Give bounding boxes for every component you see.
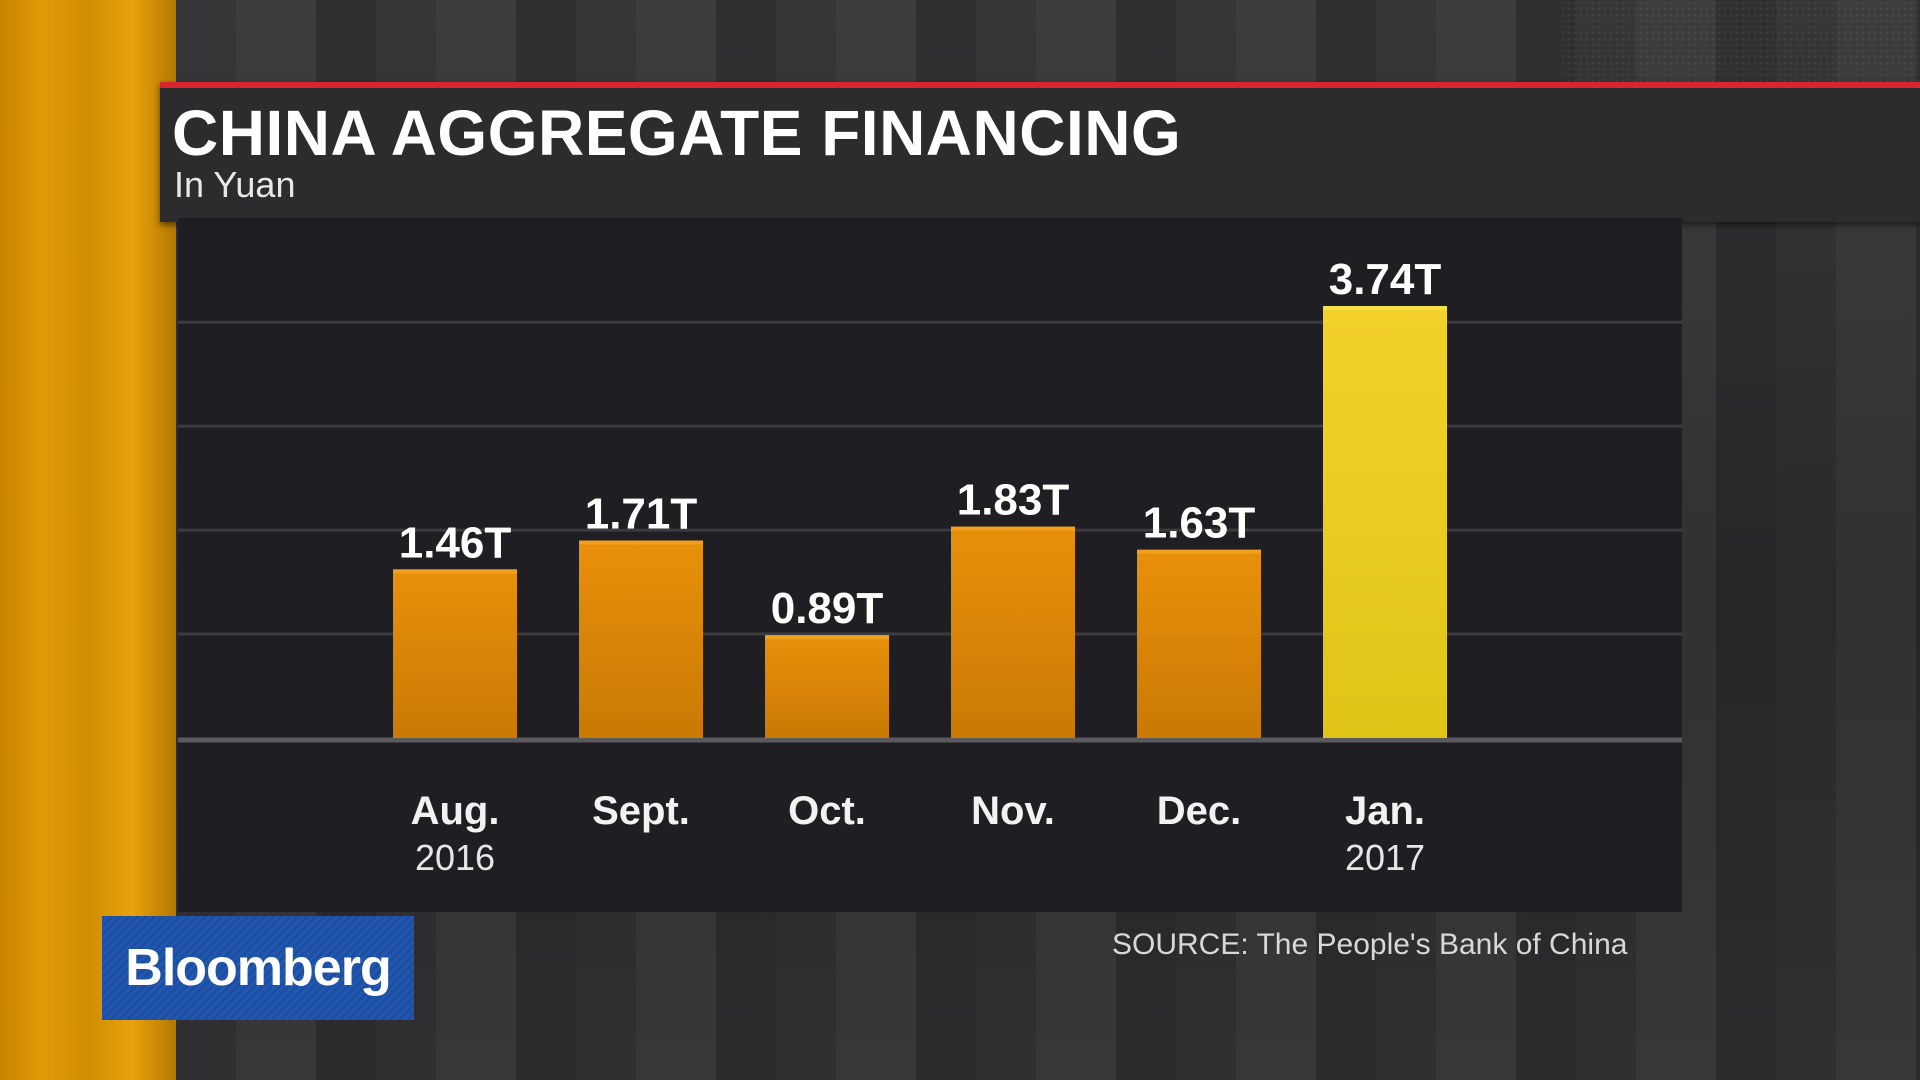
x-tick-year-label: 2016 [415, 837, 495, 878]
bar-top-edge [951, 526, 1075, 531]
chart-title: CHINA AGGREGATE FINANCING [172, 97, 1182, 169]
x-tick-label: Jan. [1345, 789, 1425, 833]
data-label: 0.89T [771, 584, 884, 633]
bar-top-edge [765, 635, 889, 640]
x-tick-label: Aug. [411, 789, 500, 833]
logo-text: Bloomberg [125, 939, 391, 997]
bar-top-edge [1323, 306, 1447, 311]
x-tick-label: Oct. [788, 789, 866, 833]
bar-dec [1137, 549, 1261, 738]
bar-aug [393, 569, 517, 738]
title-banner [160, 82, 1920, 222]
data-label: 1.71T [585, 489, 698, 538]
data-label: 1.46T [399, 518, 512, 567]
orange-side-band [0, 0, 176, 1080]
bloomberg-logo: Bloomberg [102, 916, 414, 1020]
x-tick-label: Dec. [1157, 789, 1242, 833]
bar-oct [765, 635, 889, 738]
x-tick-label: Sept. [592, 789, 690, 833]
data-label: 1.63T [1143, 499, 1256, 548]
bar-chart: 1.46T Aug.2016 1.71T Sept. 0.89T Oct. 1.83T Nov… [178, 255, 1682, 878]
source-note: SOURCE: The People's Bank of China [1112, 928, 1628, 961]
data-label: 1.83T [957, 476, 1070, 525]
x-tick-label: Nov. [971, 789, 1055, 833]
bar-top-edge [1137, 549, 1261, 554]
bar-jan [1323, 306, 1447, 738]
chart-subtitle: In Yuan [174, 164, 296, 205]
bar-sept [579, 540, 703, 738]
background-dot-pattern [1560, 0, 1920, 84]
x-tick-year-label: 2017 [1345, 837, 1425, 878]
chart-panel: 1.46T Aug. 2016 1.71T Sept. 0.89T Oct. 1.83T Nov… [178, 218, 1682, 912]
bar-nov [951, 526, 1075, 738]
bar-top-edge [579, 540, 703, 545]
bar-top-edge [393, 569, 517, 574]
data-label: 3.74T [1329, 255, 1442, 304]
